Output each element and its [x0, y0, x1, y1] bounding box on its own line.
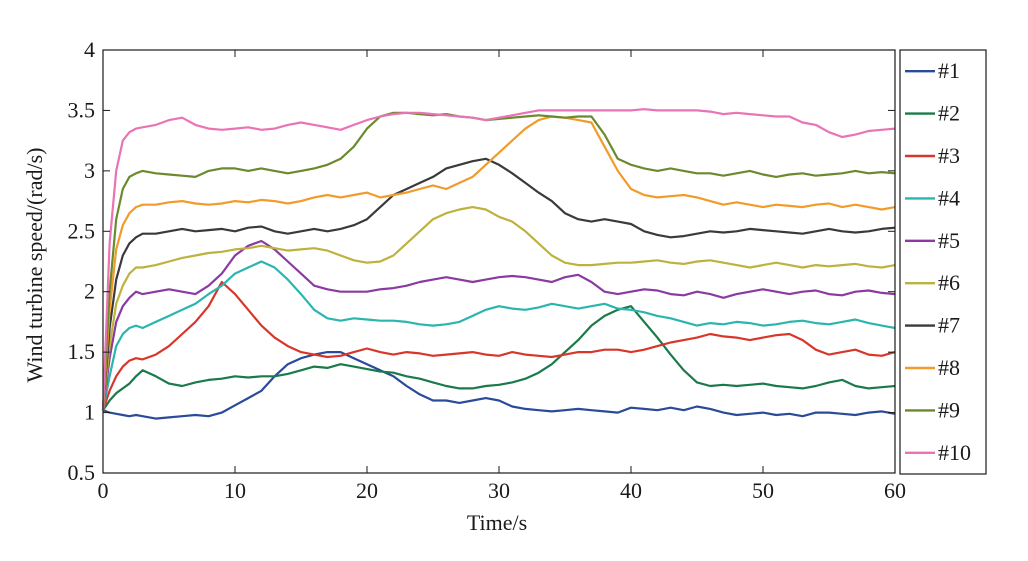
legend-label-5: #5 — [938, 228, 960, 253]
series-line-8 — [101, 115, 896, 411]
legend-label-8: #8 — [938, 355, 960, 380]
legend-label-6: #6 — [938, 270, 960, 295]
x-tick-label: 60 — [884, 478, 906, 503]
x-axis-title: Time/s — [467, 510, 527, 535]
series-line-2 — [102, 305, 896, 411]
legend-label-10: #10 — [938, 440, 971, 465]
plot-area — [103, 50, 895, 473]
axis-layer: 0 10 20 30 40 50 60 0.5 1 1.5 2 2.5 3 3.5 4 — [68, 37, 907, 503]
y-tick-label: 3.5 — [68, 97, 96, 122]
legend-label-2: #2 — [938, 101, 960, 126]
legend-label-7: #7 — [938, 313, 960, 338]
y-tick-label: 0.5 — [68, 460, 96, 485]
series-line-10 — [101, 108, 896, 411]
series-line-1 — [102, 351, 896, 420]
legend-label-9: #9 — [938, 397, 960, 422]
y-axis-title: Wind turbine speed/(rad/s) — [22, 148, 47, 383]
x-tick-label: 0 — [98, 478, 109, 503]
x-tick-label: 30 — [488, 478, 510, 503]
plot-background — [103, 50, 895, 473]
y-tick-label: 1 — [84, 400, 95, 425]
y-tick-label: 2 — [84, 279, 95, 304]
x-tick-label: 40 — [620, 478, 642, 503]
x-tick-label: 10 — [224, 478, 246, 503]
y-tick-label: 3 — [84, 158, 95, 183]
series-line-3 — [101, 280, 896, 411]
y-tick-label: 4 — [84, 37, 95, 62]
series-line-6 — [101, 206, 896, 411]
x-tick-label: 20 — [356, 478, 378, 503]
legend-box — [899, 49, 987, 475]
series-line-4 — [101, 260, 896, 411]
legend-label-4: #4 — [938, 185, 960, 210]
series-layer — [101, 108, 896, 420]
x-tick-label: 50 — [752, 478, 774, 503]
legend: #1 #2 #3 #4 #5 #6 #7 #8 #9 #10 — [899, 49, 987, 475]
legend-label-3: #3 — [938, 143, 960, 168]
series-line-7 — [101, 157, 896, 411]
y-tick-label: 2.5 — [68, 218, 96, 243]
legend-label-1: #1 — [938, 58, 960, 83]
series-line-5 — [101, 239, 896, 411]
y-tick-label: 1.5 — [68, 339, 96, 364]
